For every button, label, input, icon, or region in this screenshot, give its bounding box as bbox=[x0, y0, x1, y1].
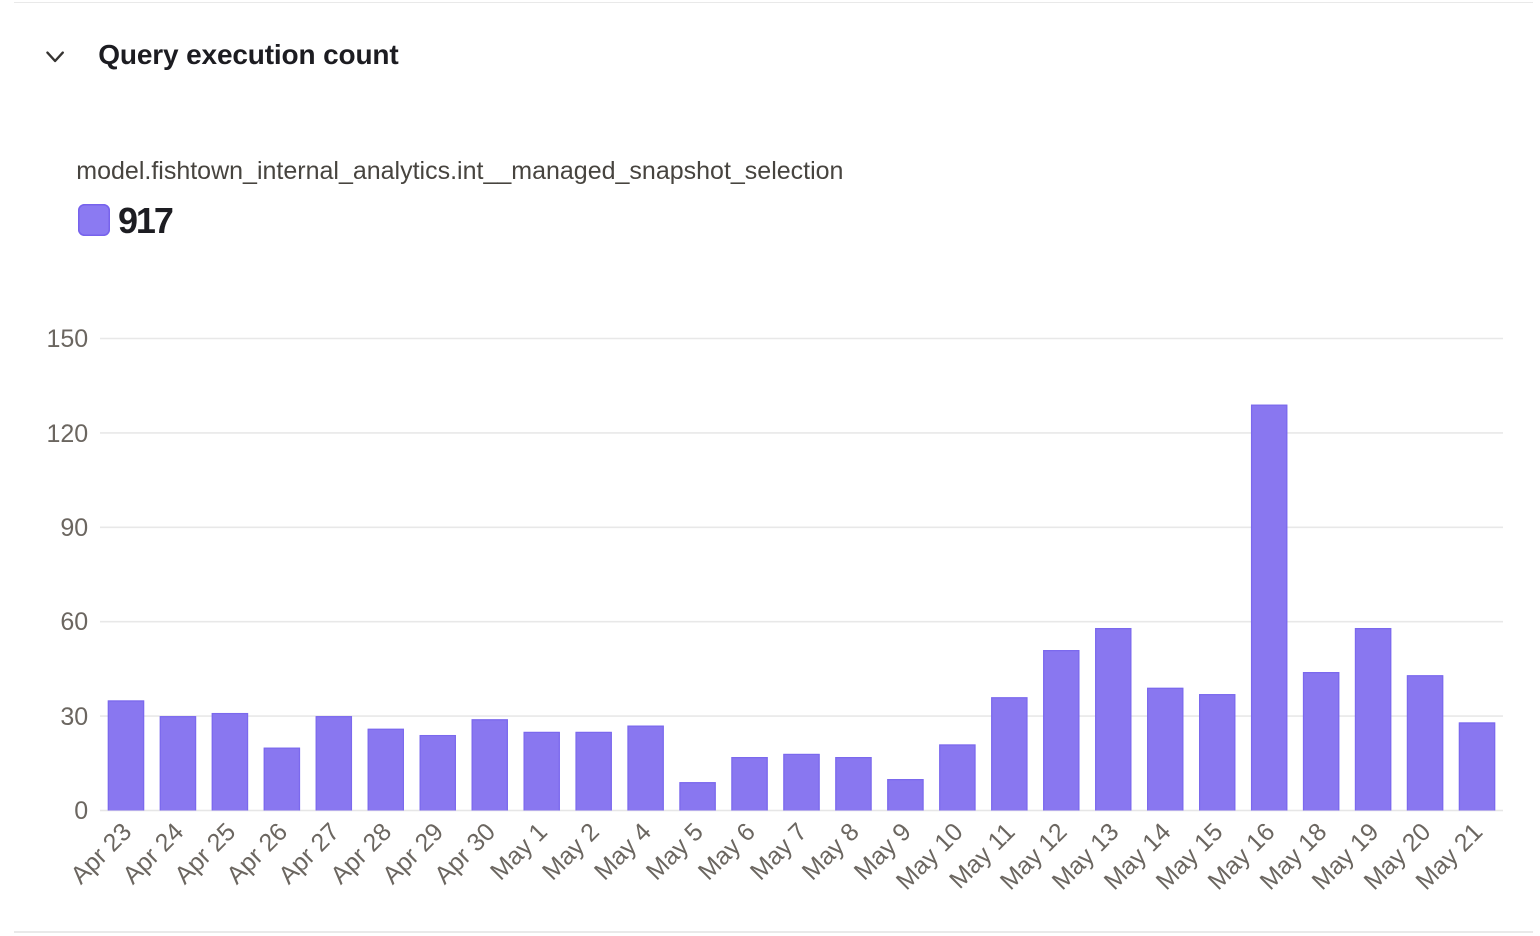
svg-text:May 4: May 4 bbox=[589, 818, 657, 886]
svg-text:May 8: May 8 bbox=[797, 818, 865, 886]
svg-text:May 2: May 2 bbox=[537, 818, 605, 886]
svg-text:May 6: May 6 bbox=[693, 818, 761, 886]
svg-text:May 7: May 7 bbox=[745, 818, 813, 886]
svg-text:May 5: May 5 bbox=[641, 818, 709, 886]
svg-text:May 1: May 1 bbox=[485, 818, 553, 886]
